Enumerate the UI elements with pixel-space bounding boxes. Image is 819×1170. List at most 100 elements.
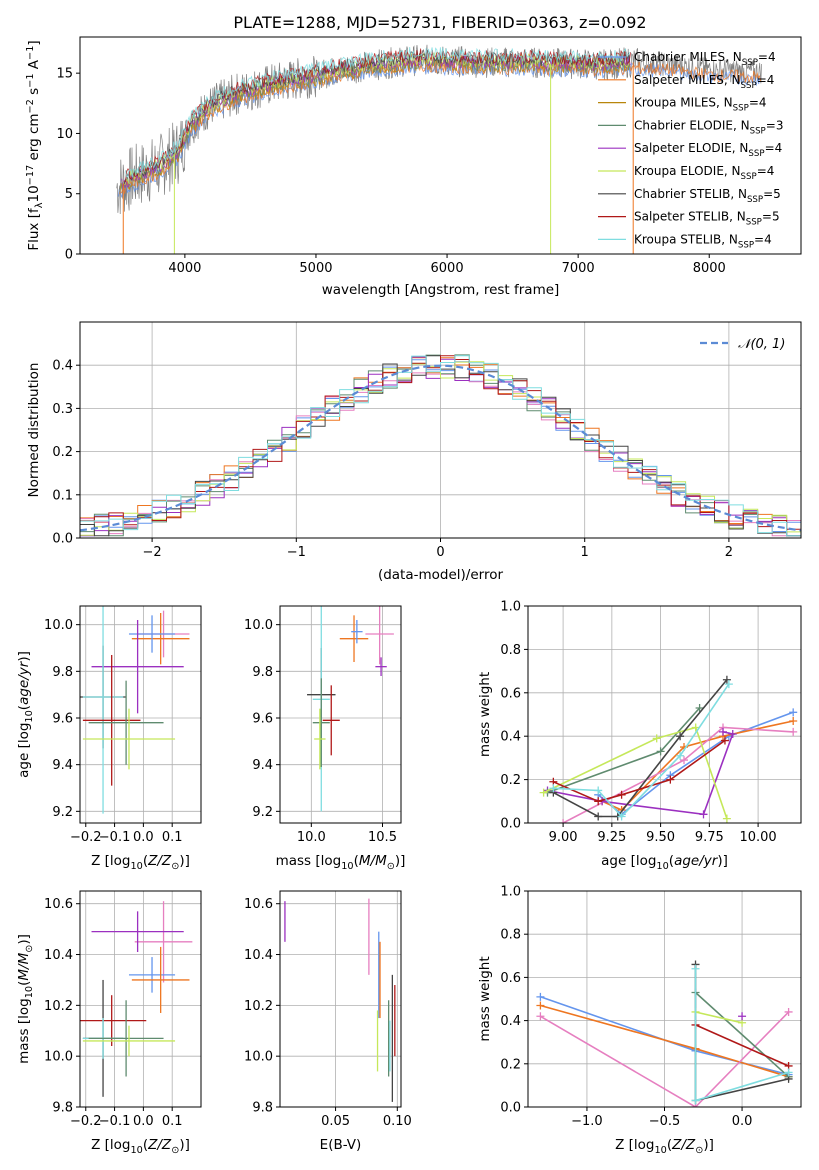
axes-frame bbox=[527, 890, 802, 1108]
weight-marker bbox=[666, 775, 675, 784]
weight-line bbox=[694, 991, 790, 1078]
plot-area bbox=[536, 960, 793, 1107]
y-axis-label: age [log10(age/yr)] bbox=[16, 651, 35, 778]
y-tick-label: 0.4 bbox=[500, 730, 521, 745]
x-axis-label: Z [log10(Z/Z⊙)] bbox=[91, 1137, 190, 1156]
x-axis-label: mass [log10(M/M⊙)] bbox=[276, 853, 406, 872]
weight-marker bbox=[719, 727, 727, 736]
weight-marker bbox=[738, 1012, 747, 1021]
x-axis-label: E(B-V) bbox=[320, 1137, 362, 1153]
plot-area bbox=[284, 898, 396, 1102]
spectrum-model-line bbox=[125, 47, 631, 178]
axes-frame bbox=[527, 605, 802, 824]
x-tick-label: 6000 bbox=[431, 261, 464, 276]
weight-marker bbox=[789, 717, 798, 726]
normal-curve bbox=[80, 364, 801, 532]
x-tick-label: 0.1 bbox=[162, 1114, 183, 1129]
weight-line bbox=[695, 1024, 789, 1067]
y-tick-label: 10.4 bbox=[244, 948, 273, 963]
weight-marker bbox=[594, 797, 603, 806]
y-tick-label: 0.8 bbox=[500, 928, 521, 943]
y-tick-label: 10.4 bbox=[44, 948, 73, 963]
weight-marker bbox=[536, 1012, 545, 1021]
y-tick-label: 10.2 bbox=[244, 999, 273, 1014]
x-tick-label: 2 bbox=[725, 545, 733, 560]
x-tick-label: 0.0 bbox=[133, 830, 154, 845]
weight-marker bbox=[536, 992, 545, 1001]
weight-marker bbox=[676, 751, 685, 760]
y-tick-label: 0 bbox=[65, 248, 73, 263]
x-tick-label: 0.0 bbox=[133, 1114, 154, 1129]
y-tick-label: 9.6 bbox=[52, 712, 73, 727]
weight-marker bbox=[594, 786, 603, 795]
legend-entry: Chabrier STELIB, NSSP=5 bbox=[634, 187, 781, 205]
plot-area bbox=[307, 606, 394, 812]
plot-area bbox=[80, 901, 193, 1097]
axes-residuals: −2 −1 0 1 2 0.0 0.1 0.2 0.3 0.4 𝒩(0, 1) (data-model… bbox=[26, 321, 802, 583]
x-axis-label: Z [log10(Z/Z⊙)] bbox=[91, 853, 190, 872]
weight-line bbox=[539, 1011, 790, 1107]
axes-frame bbox=[79, 605, 202, 824]
weight-marker bbox=[652, 734, 661, 743]
y-tick-label: 1.0 bbox=[500, 600, 521, 615]
weight-marker bbox=[539, 788, 548, 797]
weight-marker bbox=[617, 790, 626, 799]
y-tick-label: 10.6 bbox=[244, 897, 273, 912]
legend-entry: Chabrier MILES, NSSP=4 bbox=[634, 50, 776, 68]
axes-frame bbox=[79, 321, 802, 539]
x-tick-label: 1 bbox=[581, 545, 589, 560]
legend-entry: Kroupa STELIB, NSSP=4 bbox=[634, 232, 772, 250]
x-tick-label: 9.25 bbox=[597, 830, 626, 845]
x-tick-label: 5000 bbox=[299, 261, 332, 276]
axes-frame bbox=[279, 890, 402, 1108]
x-tick-label: −1.0 bbox=[571, 1114, 603, 1129]
y-tick-label: 10.0 bbox=[244, 618, 273, 633]
axes-frame bbox=[79, 890, 202, 1108]
legend-entry: Kroupa ELODIE, NSSP=4 bbox=[634, 164, 774, 182]
y-tick-label: 0.2 bbox=[500, 1057, 521, 1072]
x-tick-label: −0.2 bbox=[70, 1114, 102, 1129]
x-tick-label: 0.05 bbox=[321, 1114, 350, 1129]
y-tick-label: 5 bbox=[65, 187, 73, 202]
axes-mass_vs_Z: −0.2−0.1 0.0 0.1 9.8 10.0 10.2 10.4 10.6 Z [log1… bbox=[16, 890, 202, 1156]
x-tick-label: −1 bbox=[287, 545, 306, 560]
plot-area bbox=[80, 606, 190, 814]
y-tick-label: 0.4 bbox=[500, 1014, 521, 1029]
axes-frame bbox=[279, 605, 402, 824]
weight-marker bbox=[724, 680, 733, 689]
x-tick-label: −2 bbox=[143, 545, 162, 560]
axes-spectrum: 4000 5000 6000 7000 8000 0 5 10 15 wavelength [An… bbox=[25, 36, 802, 298]
y-axis-label: Flux [fλ10−17 erg cm−2 s−1 A−1] bbox=[25, 40, 45, 250]
x-tick-label: 0.1 bbox=[162, 830, 183, 845]
x-tick-label: −0.2 bbox=[70, 830, 102, 845]
x-axis-label: (data-model)/error bbox=[378, 567, 504, 583]
y-tick-label: 0.4 bbox=[52, 359, 73, 374]
x-tick-label: 10.5 bbox=[368, 830, 397, 845]
y-tick-label: 0.3 bbox=[52, 402, 73, 417]
legend-entry: 𝒩(0, 1) bbox=[738, 337, 785, 352]
y-tick-label: 9.8 bbox=[52, 1101, 73, 1116]
weight-line bbox=[543, 726, 728, 819]
y-tick-label: 0.6 bbox=[500, 971, 521, 986]
y-axis-label: Normed distribution bbox=[26, 363, 42, 498]
weight-marker bbox=[789, 708, 798, 717]
y-tick-label: 9.8 bbox=[252, 1101, 273, 1116]
x-tick-label: 9.50 bbox=[646, 830, 675, 845]
weight-marker bbox=[549, 784, 558, 793]
y-tick-label: 10.0 bbox=[44, 618, 73, 633]
y-axis-label: mass weight bbox=[477, 672, 493, 757]
plot-area bbox=[80, 354, 801, 537]
y-tick-label: 0.6 bbox=[500, 686, 521, 701]
x-tick-label: 0.0 bbox=[732, 1114, 753, 1129]
y-tick-label: 0.0 bbox=[500, 1101, 521, 1116]
y-tick-label: 9.8 bbox=[252, 665, 273, 680]
x-tick-label: 9.75 bbox=[695, 830, 724, 845]
plot-area bbox=[116, 44, 762, 254]
x-tick-label: 8000 bbox=[693, 261, 726, 276]
weight-marker bbox=[617, 812, 626, 821]
plot-area bbox=[539, 675, 798, 823]
y-axis-label: mass weight bbox=[477, 956, 493, 1041]
x-tick-label: 4000 bbox=[168, 261, 201, 276]
